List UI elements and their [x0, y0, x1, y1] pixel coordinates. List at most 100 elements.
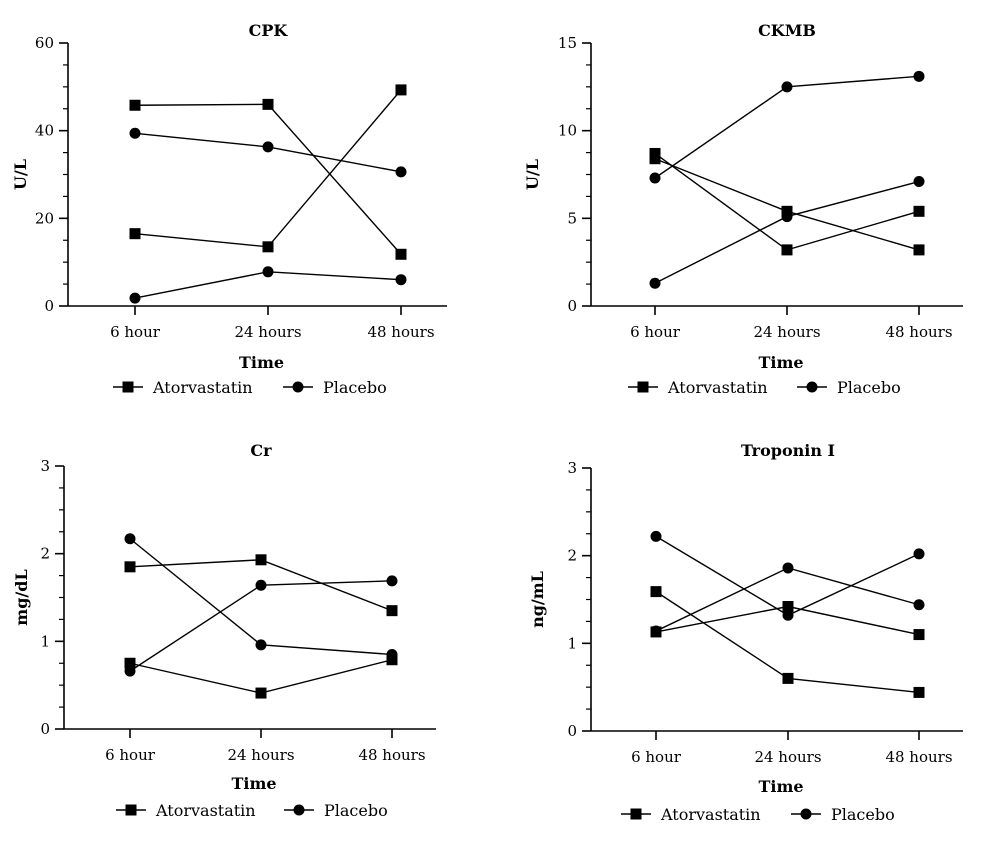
- data-point-circle: [129, 292, 141, 304]
- chart-panel-3: Cr 0 1 2 3 mg/dL 6 hour 24 hours 48 hours Time Ato…: [12, 441, 436, 820]
- x-tick-label: 24 hours: [234, 323, 301, 341]
- legend-circle-marker: [292, 381, 304, 393]
- x-tick-label: 24 hours: [227, 746, 294, 764]
- data-point-square: [124, 561, 136, 573]
- data-point-square: [782, 601, 794, 613]
- data-point-square: [395, 84, 407, 96]
- data-point-circle: [781, 81, 793, 93]
- data-point-circle: [649, 172, 661, 184]
- chart-title: Cr: [250, 441, 272, 460]
- data-point-circle: [913, 70, 925, 82]
- legend-label: Placebo: [324, 801, 388, 820]
- y-tick-label: 5: [567, 209, 577, 227]
- legend-label: Placebo: [837, 378, 901, 397]
- legend-label: Atorvastatin: [667, 378, 768, 397]
- y-tick-label: 1: [567, 634, 577, 652]
- data-point-circle: [782, 562, 794, 574]
- data-point-square: [129, 228, 141, 240]
- data-point-square: [913, 686, 925, 698]
- legend-item: Atorvastatin: [621, 805, 761, 824]
- y-axis-label: U/L: [523, 159, 542, 190]
- y-tick-label: 2: [567, 547, 577, 565]
- x-tick-label: 48 hours: [885, 748, 952, 766]
- data-point-circle: [124, 665, 136, 677]
- data-point-square: [913, 244, 925, 256]
- y-axis-label: U/L: [11, 159, 30, 190]
- legend-label: Atorvastatin: [152, 378, 253, 397]
- x-tick-label: 48 hours: [367, 323, 434, 341]
- series-line: [655, 567, 920, 632]
- legend-square-marker: [122, 381, 134, 393]
- data-point-square: [262, 98, 274, 110]
- x-tick-label: 24 hours: [753, 323, 820, 341]
- data-point-circle: [255, 639, 267, 651]
- data-point-circle: [386, 648, 398, 660]
- y-tick-label: 60: [35, 34, 54, 52]
- legend-square-marker: [630, 808, 642, 820]
- data-point-circle: [129, 127, 141, 139]
- y-tick-label: 2: [40, 545, 50, 563]
- data-point-circle: [124, 533, 136, 545]
- data-point-circle: [913, 548, 925, 560]
- data-point-square: [124, 657, 136, 669]
- x-tick-label: 24 hours: [754, 748, 821, 766]
- data-point-circle: [782, 609, 794, 621]
- data-point-square: [913, 205, 925, 217]
- chart-panel-2: CKMB 0 5 10 15 U/L 6 hour 24 hours 48 hours Time A…: [523, 21, 963, 397]
- data-point-circle: [913, 176, 925, 188]
- y-tick-label: 40: [35, 122, 54, 140]
- data-point-square: [781, 244, 793, 256]
- data-point-square: [262, 241, 274, 253]
- data-point-square: [386, 605, 398, 617]
- series-line: [654, 158, 920, 251]
- data-point-circle: [650, 625, 662, 637]
- data-point-square: [255, 687, 267, 699]
- series-line: [654, 180, 920, 284]
- legend-item: Atorvastatin: [628, 378, 768, 397]
- data-point-circle: [262, 141, 274, 153]
- legend-item: Placebo: [283, 378, 387, 397]
- chart-panel-1: CPK 0 20 40 60 U/L 6 hour 24 hours 48 hours Time A…: [11, 21, 447, 397]
- chart-title: Troponin I: [741, 441, 835, 460]
- data-point-circle: [395, 274, 407, 286]
- legend-circle-marker: [806, 381, 818, 393]
- legend-square-marker: [125, 804, 137, 816]
- series-line: [654, 152, 920, 251]
- data-point-square: [255, 554, 267, 566]
- legend-square-marker: [637, 381, 649, 393]
- data-point-square: [650, 586, 662, 598]
- y-tick-label: 0: [567, 297, 577, 315]
- y-axis-label: mg/dL: [12, 569, 31, 625]
- y-tick-label: 1: [40, 632, 50, 650]
- legend-label: Atorvastatin: [155, 801, 256, 820]
- y-tick-label: 15: [558, 34, 577, 52]
- x-axis-label: Time: [239, 353, 284, 372]
- chart-title: CPK: [249, 21, 289, 40]
- x-tick-label: 48 hours: [885, 323, 952, 341]
- y-tick-label: 10: [558, 122, 577, 140]
- y-axis-label: ng/mL: [528, 571, 547, 628]
- data-point-square: [395, 248, 407, 260]
- y-tick-label: 3: [40, 457, 50, 475]
- y-tick-label: 0: [44, 297, 54, 315]
- data-point-circle: [649, 277, 661, 289]
- data-point-square: [129, 99, 141, 111]
- series-line: [134, 132, 402, 173]
- legend-label: Placebo: [831, 805, 895, 824]
- x-axis-label: Time: [758, 353, 803, 372]
- chart-panel-4: Troponin I 0 1 2 3 ng/mL 6 hour 24 hours 48 hour…: [528, 441, 963, 824]
- legend-item: Placebo: [284, 801, 388, 820]
- data-point-circle: [262, 266, 274, 278]
- legend-item: Atorvastatin: [116, 801, 256, 820]
- chart-title: CKMB: [758, 21, 816, 40]
- x-axis-label: Time: [231, 774, 276, 793]
- data-point-circle: [650, 530, 662, 542]
- data-point-circle: [781, 211, 793, 223]
- y-tick-label: 20: [35, 209, 54, 227]
- series-line: [134, 103, 402, 255]
- data-point-circle: [386, 575, 398, 587]
- y-tick-label: 0: [40, 720, 50, 738]
- x-tick-label: 6 hour: [631, 748, 682, 766]
- legend-circle-marker: [293, 804, 305, 816]
